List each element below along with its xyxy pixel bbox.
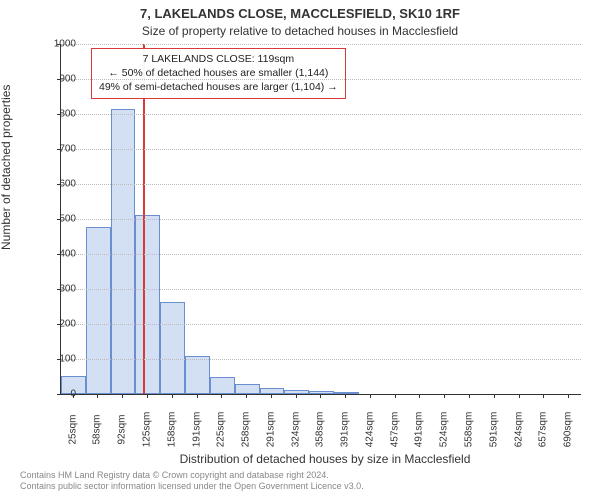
x-tick-mark	[122, 394, 123, 398]
annotation-line3: 49% of semi-detached houses are larger (…	[99, 80, 338, 94]
histogram-bar	[309, 391, 334, 394]
x-axis-label: Distribution of detached houses by size …	[60, 452, 590, 466]
x-tick-label: 358sqm	[315, 412, 326, 448]
x-tick-label: 591sqm	[488, 412, 499, 448]
x-tick-mark	[395, 394, 396, 398]
x-tick-mark	[271, 394, 272, 398]
x-tick-mark	[246, 394, 247, 398]
x-tick-label: 225sqm	[216, 412, 227, 448]
x-tick-mark	[320, 394, 321, 398]
x-tick-mark	[543, 394, 544, 398]
x-tick-label: 158sqm	[166, 412, 177, 448]
annotation-line1: 7 LAKELANDS CLOSE: 119sqm	[99, 52, 338, 66]
x-tick-mark	[73, 394, 74, 398]
y-tick-label: 100	[40, 354, 76, 365]
x-tick-label: 191sqm	[191, 412, 202, 448]
histogram-bar	[111, 109, 136, 394]
y-tick-label: 0	[40, 389, 76, 400]
gridline	[61, 219, 581, 220]
x-tick-label: 690sqm	[563, 412, 574, 448]
page-title-line1: 7, LAKELANDS CLOSE, MACCLESFIELD, SK10 1…	[0, 6, 600, 21]
histogram-bar	[284, 390, 309, 394]
histogram-bar	[260, 388, 285, 394]
footer-attribution: Contains HM Land Registry data © Crown c…	[20, 470, 590, 493]
x-tick-mark	[197, 394, 198, 398]
y-tick-label: 400	[40, 249, 76, 260]
x-tick-mark	[419, 394, 420, 398]
gridline	[61, 79, 581, 80]
x-tick-mark	[469, 394, 470, 398]
gridline	[61, 289, 581, 290]
x-tick-label: 657sqm	[538, 412, 549, 448]
y-tick-label: 900	[40, 74, 76, 85]
plot-area: 7 LAKELANDS CLOSE: 119sqm ← 50% of detac…	[60, 44, 581, 395]
histogram-bar	[334, 392, 359, 394]
gridline	[61, 184, 581, 185]
y-tick-label: 200	[40, 319, 76, 330]
x-tick-label: 491sqm	[414, 412, 425, 448]
x-tick-mark	[172, 394, 173, 398]
y-tick-label: 800	[40, 109, 76, 120]
x-tick-label: 524sqm	[439, 412, 450, 448]
x-tick-mark	[221, 394, 222, 398]
histogram-bar	[86, 227, 111, 394]
y-tick-label: 600	[40, 179, 76, 190]
y-tick-label: 300	[40, 284, 76, 295]
histogram-bar	[210, 377, 235, 395]
histogram-bar	[185, 356, 210, 394]
gridline	[61, 359, 581, 360]
footer-line1: Contains HM Land Registry data © Crown c…	[20, 470, 590, 481]
gridline	[61, 254, 581, 255]
histogram-bar	[235, 384, 260, 394]
y-tick-label: 700	[40, 144, 76, 155]
gridline	[61, 149, 581, 150]
x-tick-label: 258sqm	[241, 412, 252, 448]
x-tick-mark	[147, 394, 148, 398]
x-tick-mark	[345, 394, 346, 398]
y-tick-label: 500	[40, 214, 76, 225]
histogram-bar	[160, 302, 185, 394]
x-tick-label: 457sqm	[389, 412, 400, 448]
x-tick-mark	[370, 394, 371, 398]
x-tick-label: 125sqm	[141, 412, 152, 448]
x-tick-label: 291sqm	[265, 412, 276, 448]
x-tick-mark	[568, 394, 569, 398]
page-title-line2: Size of property relative to detached ho…	[0, 24, 600, 38]
x-tick-mark	[444, 394, 445, 398]
gridline	[61, 114, 581, 115]
x-tick-mark	[97, 394, 98, 398]
y-tick-label: 1000	[40, 39, 76, 50]
chart-container: 7, LAKELANDS CLOSE, MACCLESFIELD, SK10 1…	[0, 0, 600, 500]
x-tick-mark	[296, 394, 297, 398]
x-tick-label: 25sqm	[67, 414, 78, 444]
x-tick-label: 424sqm	[364, 412, 375, 448]
x-tick-label: 558sqm	[463, 412, 474, 448]
x-tick-mark	[519, 394, 520, 398]
gridline	[61, 44, 581, 45]
x-tick-mark	[494, 394, 495, 398]
annotation-box: 7 LAKELANDS CLOSE: 119sqm ← 50% of detac…	[91, 48, 346, 99]
x-tick-label: 324sqm	[290, 412, 301, 448]
x-tick-label: 58sqm	[92, 414, 103, 444]
footer-line2: Contains public sector information licen…	[20, 481, 590, 492]
y-axis-label: Number of detached properties	[0, 85, 13, 250]
gridline	[61, 324, 581, 325]
histogram-bar	[135, 215, 160, 394]
x-tick-label: 92sqm	[117, 414, 128, 444]
x-tick-label: 391sqm	[340, 412, 351, 448]
x-tick-label: 624sqm	[513, 412, 524, 448]
